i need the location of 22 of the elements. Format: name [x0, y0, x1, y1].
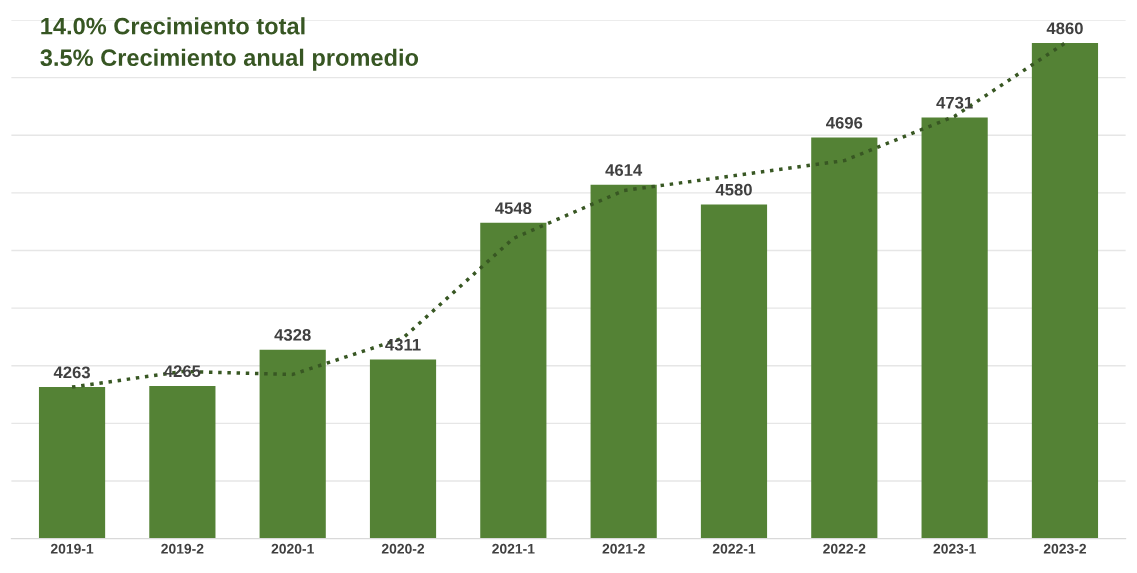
data-label: 4860	[1046, 22, 1083, 35]
data-label: 4580	[715, 183, 752, 196]
x-tick-label: 2021-2	[602, 543, 645, 554]
x-tick-label: 2019-2	[161, 543, 204, 554]
x-tick-label: 2020-2	[381, 543, 425, 554]
x-tick-label: 2019-1	[50, 543, 94, 554]
annotation: 14.0% Crecimiento total	[41, 17, 305, 35]
data-label: 4614	[605, 164, 643, 176]
annotation: 3.5% Crecimiento anual promedio	[40, 48, 419, 71]
data-label: 4265	[164, 365, 201, 378]
data-label: 4311	[385, 338, 421, 351]
data-label: 4548	[495, 202, 532, 215]
x-tick-label: 2022-2	[823, 543, 866, 554]
x-tick-label: 2022-1	[712, 543, 756, 554]
x-tick-label: 2023-1	[933, 543, 976, 554]
data-label: 4263	[53, 366, 90, 379]
x-tick-label: 2020-1	[271, 543, 314, 554]
data-label: 4328	[274, 328, 311, 341]
x-tick-label: 2023-2	[1043, 543, 1087, 554]
x-tick-label: 2021-1	[492, 543, 535, 554]
data-label: 4731	[936, 96, 973, 109]
data-label: 4696	[826, 116, 863, 129]
